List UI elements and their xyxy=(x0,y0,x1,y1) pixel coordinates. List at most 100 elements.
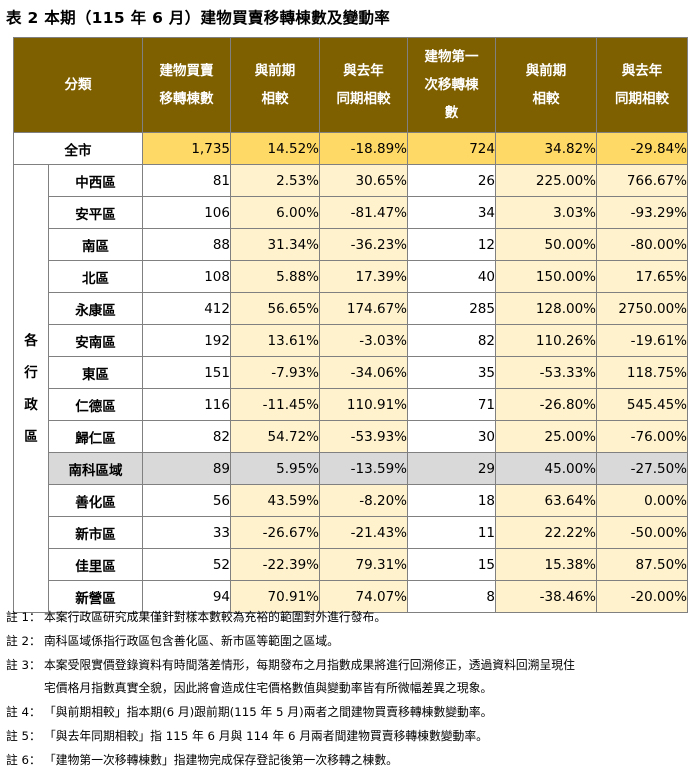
table-row: 歸仁區 82 54.72% -53.93% 30 25.00% -76.00% xyxy=(14,420,688,453)
cell-first-vs-previous: 150.00% xyxy=(495,260,597,293)
cell-first-transfers: 26 xyxy=(407,164,496,197)
note-label: 註 5： xyxy=(6,728,41,743)
cell-transfers: 108 xyxy=(142,260,231,293)
group-label: 各行政區 xyxy=(13,164,49,613)
cell-first-vs-last-year: -20.00% xyxy=(596,580,688,613)
cell-vs-last-year: 17.39% xyxy=(319,260,408,293)
cell-first-vs-last-year: 766.67% xyxy=(596,164,688,197)
notes: 註 1： 本案行政區研究成果僅針對樣本數較為充裕的範圍對外進行發布。註 2： 南科區… xyxy=(6,606,696,773)
cell-transfers: 52 xyxy=(142,548,231,581)
cell-first-vs-last-year: 0.00% xyxy=(596,484,688,517)
note-label: 註 4： xyxy=(6,705,41,720)
cell-first-vs-last-year: -76.00% xyxy=(596,420,688,453)
total-first-transfers: 724 xyxy=(407,132,496,165)
cell-transfers: 89 xyxy=(142,452,231,485)
cell-vs-last-year: -13.59% xyxy=(319,452,408,485)
cell-first-vs-last-year: 87.50% xyxy=(596,548,688,581)
header-vs-last-year: 與去年 同期相較 xyxy=(319,37,408,133)
district-name: 善化區 xyxy=(48,484,143,517)
cell-vs-previous: -22.39% xyxy=(230,548,320,581)
header-first-vs-last-year: 與去年 同期相較 xyxy=(596,37,688,133)
cell-vs-previous: 5.95% xyxy=(230,452,320,485)
table-title: 表 2 本期（115 年 6 月）建物買賣移轉棟數及變動率 xyxy=(6,9,391,27)
cell-transfers: 151 xyxy=(142,356,231,389)
group-label-char: 行 xyxy=(24,364,38,381)
note-text: 「與前期相較」指本期(6 月)跟前期(115 年 5 月)兩者之間建物買賣移轉棟… xyxy=(44,705,493,720)
note-text: 「與去年同期相較」指 115 年 6 月與 114 年 6 月兩者間建物買賣移轉… xyxy=(44,728,488,743)
table-row: 南科區域 89 5.95% -13.59% 29 45.00% -27.50% xyxy=(14,452,688,485)
cell-first-transfers: 8 xyxy=(407,580,496,613)
cell-first-vs-last-year: -80.00% xyxy=(596,228,688,261)
cell-vs-previous: -26.67% xyxy=(230,516,320,549)
cell-transfers: 192 xyxy=(142,324,231,357)
cell-vs-previous: 31.34% xyxy=(230,228,320,261)
district-name: 南科區域 xyxy=(48,452,143,485)
note-label: 註 6： xyxy=(6,752,41,767)
cell-vs-previous: 6.00% xyxy=(230,196,320,229)
district-name: 安南區 xyxy=(48,324,143,357)
group-label-char: 區 xyxy=(24,428,38,445)
note-line: 註 6： 「建物第一次移轉棟數」指建物完成保存登記後第一次移轉之棟數。 xyxy=(6,749,696,773)
cell-first-vs-previous: 15.38% xyxy=(495,548,597,581)
table-row: 各行政區中西區 81 2.53% 30.65% 26 225.00% 766.67% xyxy=(13,164,688,613)
cell-vs-previous: 54.72% xyxy=(230,420,320,453)
cell-vs-last-year: -34.06% xyxy=(319,356,408,389)
header-category: 分類 xyxy=(13,37,143,133)
note-text: 宅價格月指數真實全貌，因此將會造成住宅價格數值與變動率皆有所微幅差異之現象。 xyxy=(44,681,493,696)
cell-vs-last-year: -36.23% xyxy=(319,228,408,261)
note-text: 本案受限實價登錄資料有時間落差情形，每期發布之月指數成果將進行回溯修正，透過資料… xyxy=(44,657,575,672)
cell-transfers: 412 xyxy=(142,292,231,325)
note-line: 註 2： 南科區域係指行政區包含善化區、新市區等範圍之區域。 xyxy=(6,630,696,654)
cell-first-transfers: 71 xyxy=(407,388,496,421)
note-label: 註 1： xyxy=(6,610,41,624)
district-name: 佳里區 xyxy=(48,548,143,581)
cell-first-transfers: 35 xyxy=(407,356,496,389)
district-name: 安平區 xyxy=(48,196,143,229)
table-row: 安南區 192 13.61% -3.03% 82 110.26% -19.61% xyxy=(14,324,688,357)
cell-first-vs-previous: 63.64% xyxy=(495,484,597,517)
cell-vs-previous: 43.59% xyxy=(230,484,320,517)
note-line: 註 3： 本案受限實價登錄資料有時間落差情形，每期發布之月指數成果將進行回溯修正，… xyxy=(6,654,696,678)
cell-first-vs-previous: -26.80% xyxy=(495,388,597,421)
cell-first-vs-previous: -38.46% xyxy=(495,580,597,613)
cell-first-vs-last-year: 2750.00% xyxy=(596,292,688,325)
cell-first-vs-previous: 225.00% xyxy=(495,164,597,197)
table-row: 永康區 412 56.65% 174.67% 285 128.00% 2750.00% xyxy=(14,292,688,325)
table-row: 佳里區 52 -22.39% 79.31% 15 15.38% 87.50% xyxy=(14,548,688,581)
cell-first-vs-previous: -53.33% xyxy=(495,356,597,389)
header-first-vs-previous: 與前期 相較 xyxy=(495,37,597,133)
cell-first-transfers: 40 xyxy=(407,260,496,293)
cell-vs-last-year: -8.20% xyxy=(319,484,408,517)
cell-vs-last-year: -81.47% xyxy=(319,196,408,229)
cell-first-transfers: 15 xyxy=(407,548,496,581)
cell-transfers: 81 xyxy=(142,164,231,197)
note-text: 本案行政區研究成果僅針對樣本數較為充裕的範圍對外進行發布。 xyxy=(44,610,387,624)
group-label-char: 各 xyxy=(24,332,38,349)
total-vs-last-year: -18.89% xyxy=(319,132,408,165)
cell-vs-previous: 2.53% xyxy=(230,164,320,197)
table-row: 安平區 106 6.00% -81.47% 34 3.03% -93.29% xyxy=(14,196,688,229)
cell-first-transfers: 11 xyxy=(407,516,496,549)
table-row: 新市區 33 -26.67% -21.43% 11 22.22% -50.00% xyxy=(14,516,688,549)
cell-first-transfers: 34 xyxy=(407,196,496,229)
table-row: 善化區 56 43.59% -8.20% 18 63.64% 0.00% xyxy=(14,484,688,517)
cell-vs-previous: -11.45% xyxy=(230,388,320,421)
district-name: 新營區 xyxy=(48,580,143,613)
cell-first-vs-last-year: 118.75% xyxy=(596,356,688,389)
district-name: 北區 xyxy=(48,260,143,293)
cell-vs-last-year: 174.67% xyxy=(319,292,408,325)
table-row: 新營區 94 70.91% 74.07% 8 -38.46% -20.00% xyxy=(14,580,688,613)
note-text: 「建物第一次移轉棟數」指建物完成保存登記後第一次移轉之棟數。 xyxy=(44,752,398,767)
total-row: 全市 1,735 14.52% -18.89% 724 34.82% -29.8… xyxy=(13,132,688,165)
note-line: 註 5： 「與去年同期相較」指 115 年 6 月與 114 年 6 月兩者間建物… xyxy=(6,725,696,749)
cell-first-vs-previous: 50.00% xyxy=(495,228,597,261)
district-name: 南區 xyxy=(48,228,143,261)
cell-first-vs-previous: 3.03% xyxy=(495,196,597,229)
district-name: 新市區 xyxy=(48,516,143,549)
cell-vs-last-year: 30.65% xyxy=(319,164,408,197)
cell-first-transfers: 18 xyxy=(407,484,496,517)
cell-first-transfers: 30 xyxy=(407,420,496,453)
cell-transfers: 56 xyxy=(142,484,231,517)
header-vs-previous: 與前期 相較 xyxy=(230,37,320,133)
cell-first-vs-previous: 128.00% xyxy=(495,292,597,325)
